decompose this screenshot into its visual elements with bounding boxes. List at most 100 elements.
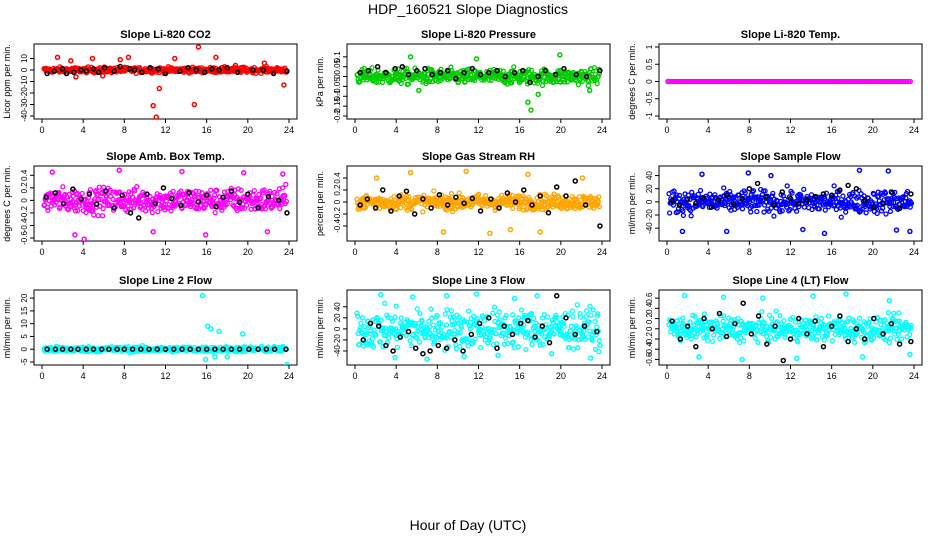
data-point: [130, 194, 136, 201]
x-tick-label: 4: [706, 371, 711, 381]
data-point: [89, 207, 96, 213]
data-point: [177, 68, 183, 74]
data-point: [234, 69, 241, 76]
y-tick-label: 0: [20, 67, 29, 72]
panel-1: Slope Li-820 CO2 Licor ppm per min. 0 4 8 12 1…: [2, 29, 298, 135]
data-point: [449, 205, 455, 212]
data-point: [420, 209, 426, 215]
x-tick-label: 16: [202, 247, 212, 257]
data-point: [723, 228, 730, 235]
data-point: [236, 199, 243, 205]
data-point: [162, 70, 169, 77]
y-axis-label: ml/min per min.: [2, 297, 12, 359]
data-point: [820, 191, 827, 197]
data-point: [202, 232, 209, 238]
x-tick-label: 4: [81, 371, 86, 381]
x-tick-label: 24: [909, 247, 919, 257]
data-point: [469, 340, 476, 347]
data-point: [149, 209, 155, 216]
data-point: [586, 87, 593, 94]
x-tick-label: 24: [284, 371, 294, 381]
data-point: [224, 201, 230, 207]
data-point: [596, 337, 603, 344]
data-point: [801, 327, 807, 334]
data-point: [871, 204, 877, 210]
series-all-samples: [354, 168, 603, 236]
data-point: [43, 194, 49, 200]
data-point: [246, 346, 252, 352]
y-tick-label: 0.1: [333, 51, 342, 63]
data-point: [525, 171, 531, 178]
data-point: [856, 315, 863, 321]
data-point: [816, 206, 822, 212]
data-point: [283, 346, 289, 352]
data-point: [60, 200, 67, 207]
data-point: [357, 69, 363, 76]
data-point: [748, 209, 754, 215]
x-tick-label: 24: [284, 247, 294, 257]
data-point: [705, 337, 711, 344]
data-point: [597, 67, 603, 74]
data-point: [594, 80, 600, 87]
data-point: [594, 328, 600, 335]
data-point: [476, 320, 483, 327]
data-point: [882, 337, 889, 343]
data-point: [280, 171, 286, 177]
x-tick-label: 16: [515, 247, 525, 257]
data-point: [44, 346, 50, 352]
data-point: [675, 209, 681, 215]
data-point: [98, 346, 105, 352]
data-point: [754, 180, 761, 187]
data-point: [903, 195, 909, 201]
x-tick-label: 8: [747, 125, 752, 135]
data-point: [532, 334, 538, 340]
data-point: [708, 319, 715, 325]
data-point: [53, 199, 59, 205]
data-point: [596, 203, 603, 210]
data-point: [373, 175, 380, 181]
data-point: [444, 207, 450, 213]
data-point: [419, 318, 425, 325]
series-hourly: [357, 63, 603, 86]
data-point: [487, 334, 493, 341]
x-tick-label: 24: [909, 125, 919, 135]
data-point: [436, 192, 443, 198]
data-point: [54, 54, 61, 61]
x-tick-label: 12: [785, 371, 795, 381]
data-point: [515, 344, 521, 350]
data-point: [861, 336, 868, 342]
data-point: [761, 209, 767, 215]
data-point: [693, 343, 699, 350]
x-tick-label: 20: [556, 371, 566, 381]
x-tick-label: 4: [706, 247, 711, 257]
data-point: [59, 66, 66, 72]
data-point: [882, 190, 889, 196]
data-point: [584, 308, 590, 314]
y-tick-label: 10: [20, 54, 29, 63]
data-point: [537, 193, 543, 199]
data-point: [908, 191, 914, 197]
data-point: [447, 76, 453, 82]
data-point: [493, 331, 499, 337]
data-point: [575, 81, 582, 88]
y-tick-label: -0.5: [645, 91, 654, 105]
data-point: [717, 335, 723, 342]
x-tick-label: 24: [909, 371, 919, 381]
panel-4: Slope Amb. Box Temp. degrees C per min. 0 4…: [2, 151, 298, 257]
data-point: [528, 310, 535, 317]
data-point: [212, 346, 218, 352]
data-point: [193, 188, 199, 194]
data-point: [843, 291, 849, 297]
data-point: [679, 228, 686, 235]
data-point: [383, 69, 389, 76]
data-point: [424, 356, 430, 362]
data-point: [525, 99, 531, 105]
data-point: [153, 114, 159, 119]
data-point: [721, 185, 727, 191]
data-point: [283, 198, 290, 205]
data-point: [211, 192, 218, 198]
panel-title: Slope Line 4 (LT) Flow: [733, 275, 849, 287]
series-all-samples: [354, 291, 603, 362]
data-point: [367, 320, 374, 327]
data-point: [416, 87, 422, 94]
